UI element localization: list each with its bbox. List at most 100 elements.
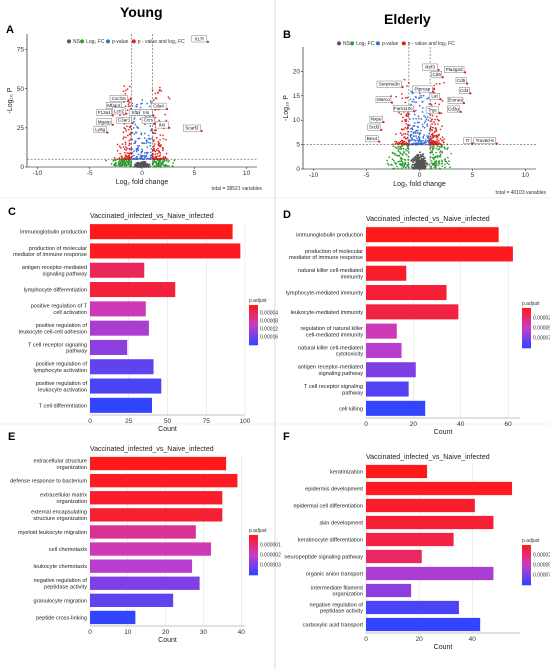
x-tick-label: 0 [418,172,422,179]
data-point [146,102,148,105]
data-point [396,147,398,149]
data-point [413,101,416,103]
data-point [162,149,164,152]
legend-tick-label: 0.000075 [533,573,550,579]
data-point [135,150,138,153]
data-point [401,134,403,137]
data-point [131,102,134,105]
category-label-line: granulocyte migration [34,598,87,604]
gene-label: Mgarp [98,119,111,124]
data-point [429,146,432,149]
legend-gradient-step [249,541,258,544]
data-point [403,78,406,81]
data-point [149,100,152,102]
data-point [122,90,125,93]
data-point [145,139,148,141]
y-tick-label: 10 [293,117,301,124]
data-point [141,148,143,151]
legend-gradient-step [522,338,531,340]
category-label-line: keratinization [330,470,363,476]
bar [366,617,481,632]
labelled-point [152,114,155,117]
data-point [397,145,400,148]
data-point [116,149,119,152]
data-point [397,167,400,170]
labelled-point [206,40,209,43]
data-point [436,154,439,157]
data-point [154,116,157,119]
data-point [398,154,401,157]
gene-label-box [393,105,414,112]
legend-gradient-step [522,548,531,551]
data-point [423,121,426,124]
data-point [149,154,152,157]
legend-gradient-step [249,553,258,556]
legend-gradient-step [249,340,258,342]
data-point [129,97,132,100]
data-point [412,163,415,166]
legend-gradient-step [249,558,258,561]
data-point [399,164,402,166]
gene-label: Eomes [448,98,463,103]
category-label-line: organic anion transport [306,572,364,578]
data-point [401,161,404,164]
data-point [401,128,403,131]
data-point [436,136,439,139]
data-point [431,114,434,117]
data-point [421,163,423,166]
data-point [404,120,407,123]
data-point [410,128,412,130]
data-point [435,155,438,158]
x-axis-label: Count [158,426,177,433]
data-point [406,164,409,167]
x-tick-label: 5 [192,170,196,177]
category-label: regulation of natural killer cell-mediate… [301,326,364,338]
data-point [438,160,441,163]
data-point [115,164,118,167]
data-point [435,160,438,162]
data-point [141,102,143,105]
data-point [437,134,440,137]
data-point [430,120,433,122]
x-axis-label: Log₂ fold change [393,181,446,188]
legend-tick-label: 0.00016 [260,335,278,341]
data-point [413,159,416,162]
data-point [402,141,405,144]
data-point [419,151,421,154]
data-point [419,163,422,165]
data-point [429,135,432,138]
labelled-point [437,68,440,72]
category-label-line: natural killer cell-mediated [298,345,363,351]
legend-gradient-step [249,306,258,309]
data-point [416,121,419,124]
data-point [164,156,166,158]
data-point [421,142,423,145]
labelled-point [466,82,469,85]
data-point [413,166,416,169]
gene-label-box [96,118,112,126]
data-point [443,163,446,166]
data-point [158,164,160,167]
data-point [416,156,419,159]
data-point [423,163,426,166]
legend-gradient-step [249,573,258,576]
bar [90,525,196,539]
data-point [397,160,400,163]
data-point [448,163,450,166]
data-point [414,132,417,135]
data-point [155,129,157,132]
data-point [137,127,140,130]
data-point [426,97,428,100]
data-point [129,148,131,151]
data-point [162,148,164,150]
bar [90,243,241,259]
data-point [397,142,400,145]
data-point [153,143,156,145]
bar [90,491,223,505]
data-point [439,142,441,145]
labelled-point [378,140,381,143]
data-point [136,164,138,167]
data-point [158,155,160,158]
legend-gradient-step [249,343,258,346]
data-point [139,166,142,168]
